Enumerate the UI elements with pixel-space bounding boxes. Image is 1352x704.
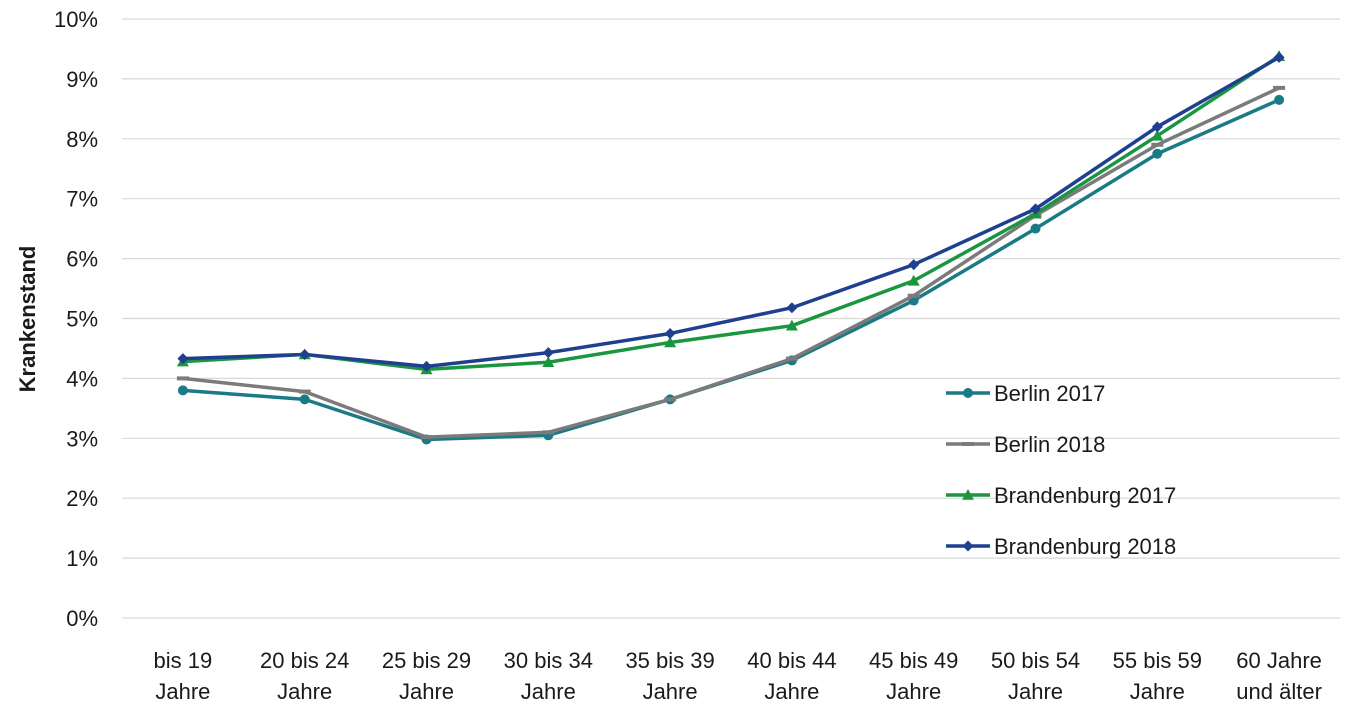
legend: Berlin 2017 Berlin 2018 Brandenburg 2017 Br…	[946, 381, 1176, 559]
y-tick-label: 7%	[66, 187, 98, 212]
legend-item: Berlin 2018	[946, 432, 1105, 457]
data-point	[542, 347, 554, 359]
data-point	[664, 336, 677, 348]
x-tick-label: 25 bis 29 Jahre	[382, 648, 471, 704]
data-point	[1274, 94, 1285, 105]
y-tick-label: 0%	[66, 606, 98, 631]
y-tick-label: 3%	[66, 426, 98, 451]
data-point	[1030, 223, 1041, 234]
y-tick-label: 8%	[66, 127, 98, 152]
series-lines	[176, 50, 1286, 445]
data-point	[907, 274, 920, 286]
data-point	[421, 360, 432, 372]
data-point	[542, 356, 555, 368]
legend-item: Brandenburg 2018	[946, 534, 1176, 559]
y-tick-label: 9%	[66, 67, 98, 92]
series-2	[176, 50, 1286, 375]
series-1	[176, 85, 1286, 440]
data-point	[299, 348, 311, 360]
legend-label: Berlin 2017	[994, 381, 1105, 406]
series-3	[177, 51, 1285, 372]
y-tick-label: 10%	[54, 7, 98, 32]
legend-item: Brandenburg 2017	[946, 483, 1176, 508]
y-axis-ticks: 0% 1% 2% 3% 4% 5% 6% 7% 8% 9% 10%	[54, 7, 98, 631]
data-point	[1273, 51, 1285, 63]
legend-marker	[963, 388, 973, 398]
data-point	[908, 259, 920, 271]
series-0	[177, 94, 1285, 445]
x-tick-label: 35 bis 39 Jahre	[625, 648, 714, 704]
series-line	[182, 55, 1280, 369]
y-tick-label: 1%	[66, 546, 98, 571]
series-line	[182, 98, 1280, 442]
legend-label: Brandenburg 2018	[994, 534, 1176, 559]
legend-label: Brandenburg 2017	[994, 483, 1176, 508]
data-point	[1151, 129, 1164, 141]
legend-marker	[962, 540, 974, 552]
legend-item: Berlin 2017	[946, 381, 1105, 406]
x-tick-label: 60 Jahre und älter	[1236, 648, 1322, 704]
series-line	[182, 86, 1280, 439]
x-tick-label: 50 bis 54 Jahre	[991, 648, 1080, 704]
data-point	[786, 302, 798, 314]
data-point	[1030, 203, 1041, 215]
y-tick-label: 5%	[66, 307, 98, 332]
x-axis-ticks: bis 19 Jahre 20 bis 24 Jahre 25 bis 29 Jahre 3…	[154, 648, 1322, 704]
y-tick-label: 6%	[66, 247, 98, 272]
data-point	[1151, 121, 1163, 133]
y-tick-label: 2%	[66, 486, 98, 511]
legend-marker	[962, 489, 974, 500]
legend-label: Berlin 2018	[994, 432, 1105, 457]
gridlines	[122, 18, 1340, 619]
x-tick-label: bis 19 Jahre	[154, 648, 213, 704]
series-line	[182, 54, 1281, 372]
x-tick-label: 20 bis 24 Jahre	[260, 648, 349, 704]
y-tick-label: 4%	[66, 366, 98, 391]
x-tick-label: 40 bis 44 Jahre	[747, 648, 836, 704]
x-tick-label: 45 bis 49 Jahre	[869, 648, 958, 704]
data-point	[664, 327, 676, 339]
y-axis-title: Krankenstand	[15, 246, 40, 393]
data-point	[177, 385, 188, 396]
data-point	[299, 394, 310, 405]
data-point	[177, 353, 189, 365]
data-point	[785, 319, 798, 331]
x-tick-label: 55 bis 59 Jahre	[1113, 648, 1202, 704]
data-point	[1152, 148, 1163, 159]
x-tick-label: 30 bis 34 Jahre	[504, 648, 593, 704]
